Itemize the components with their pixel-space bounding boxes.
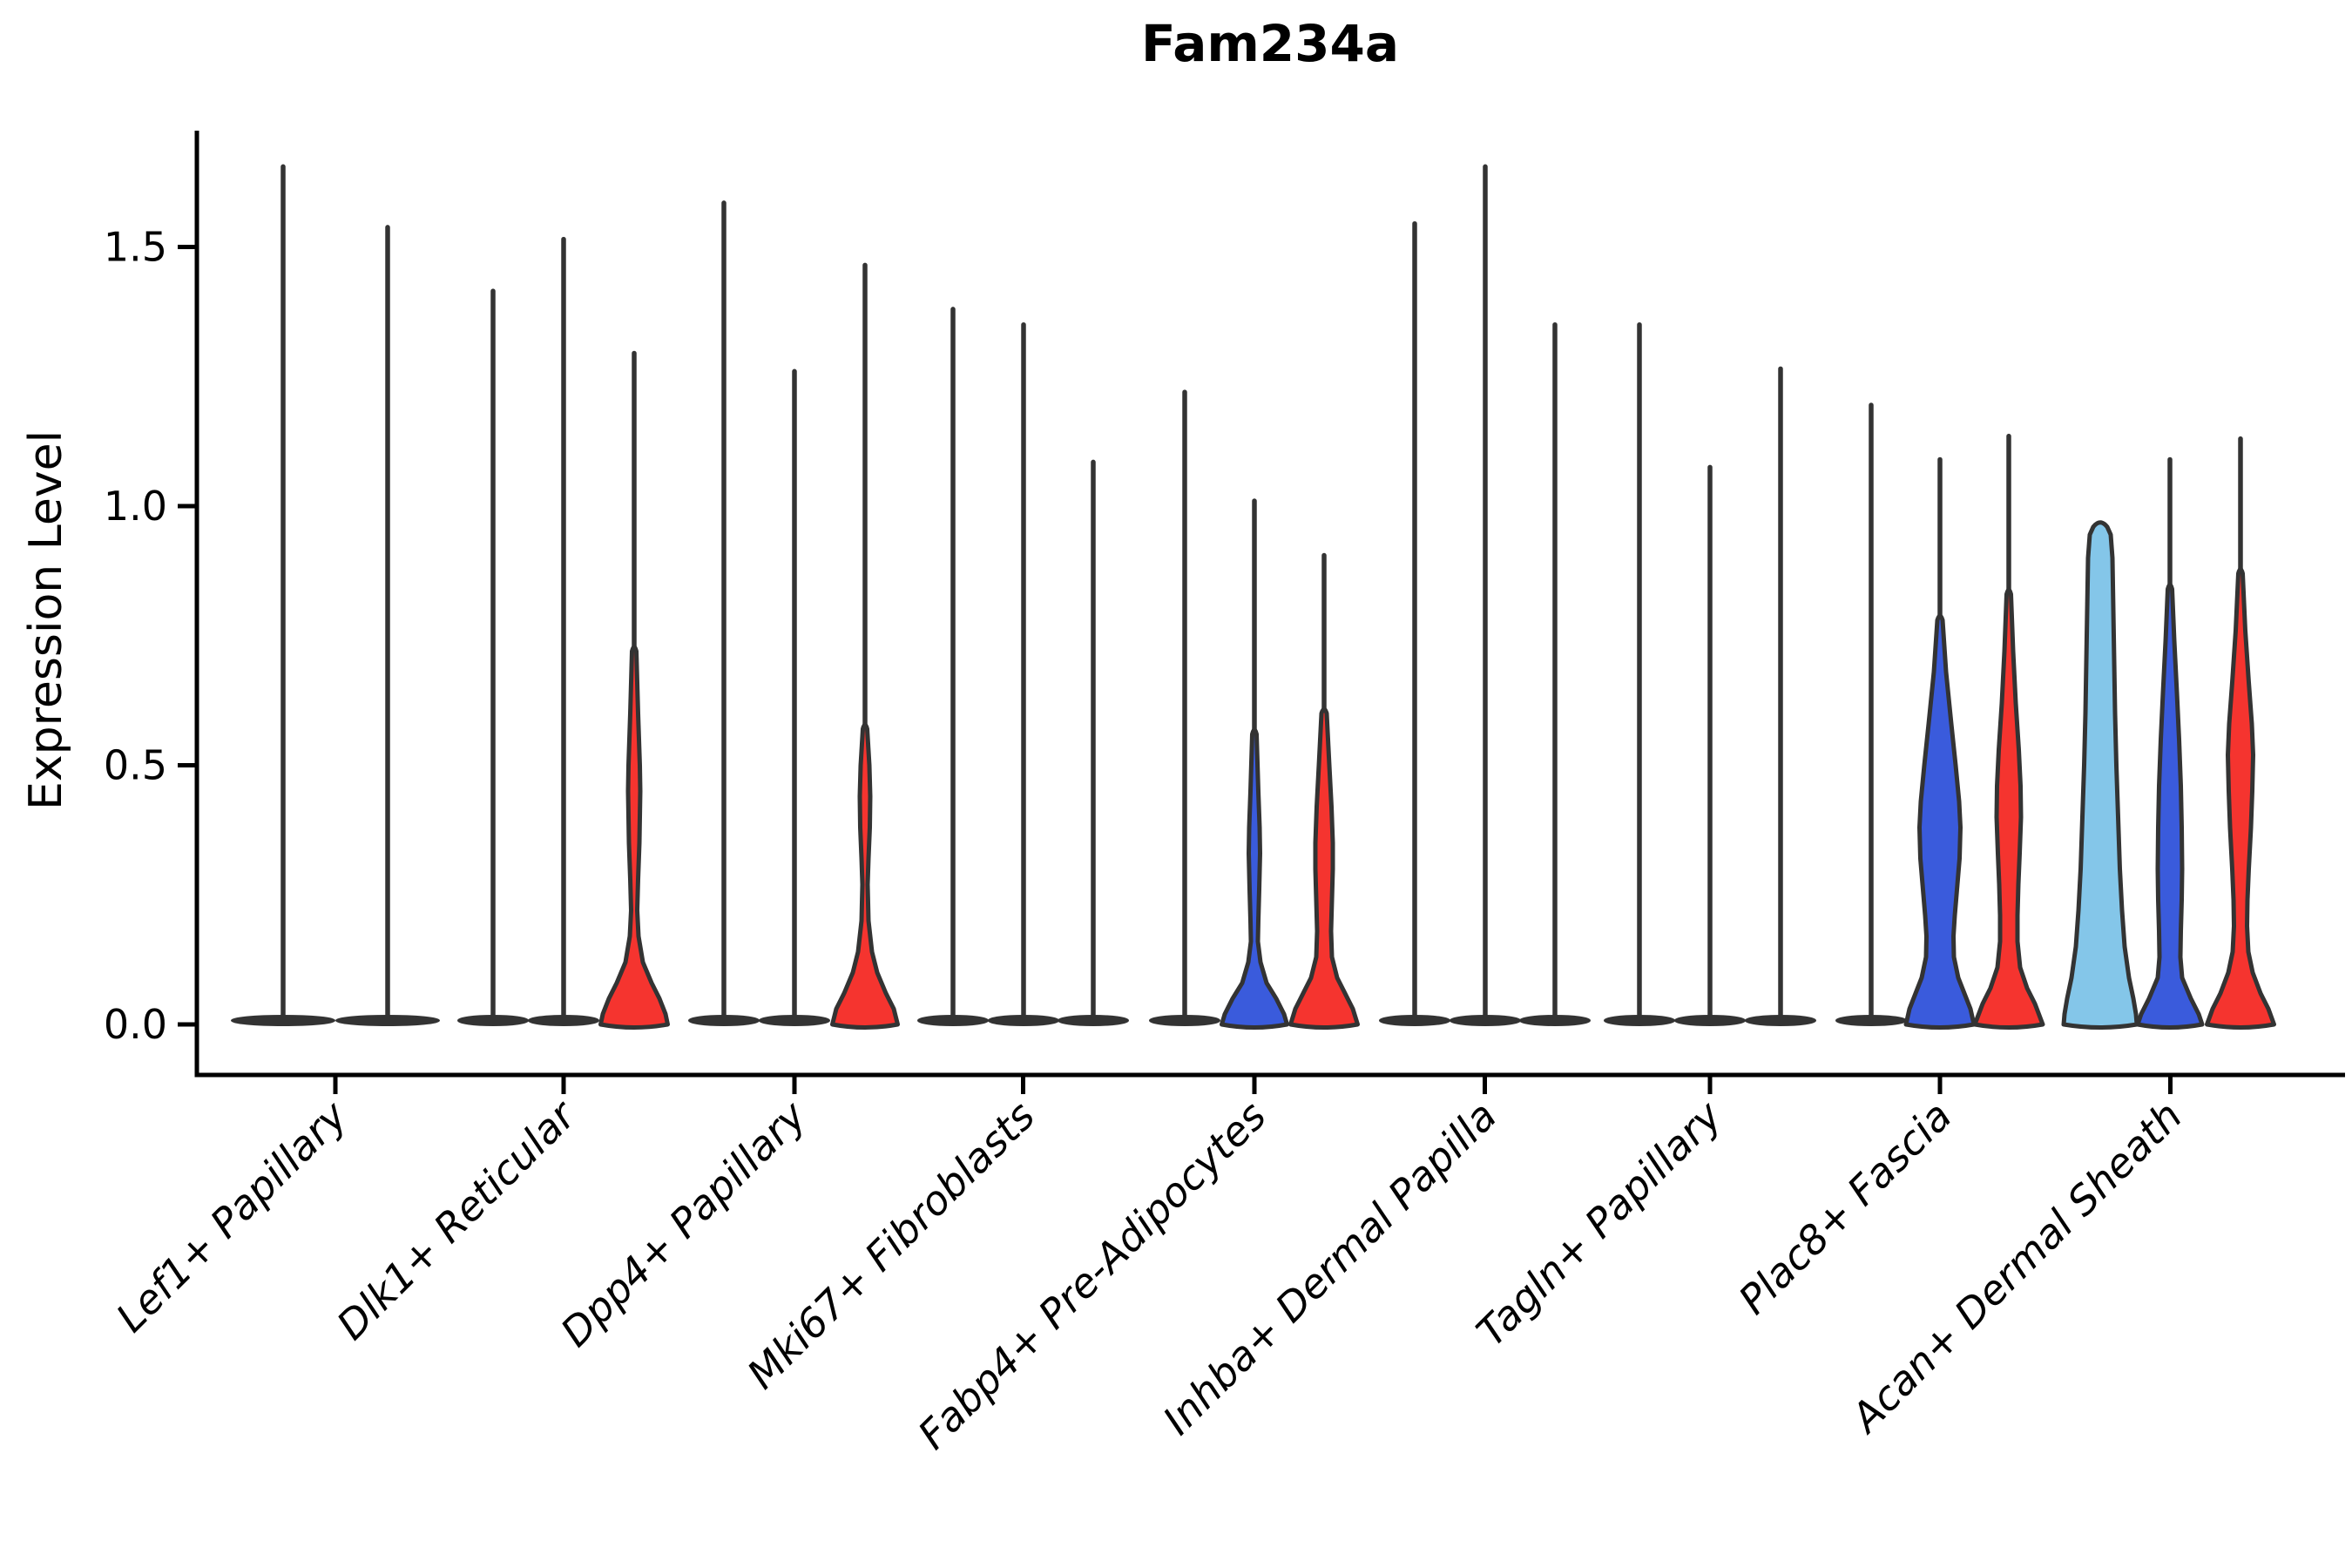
violin-dpp4-papillary-s1-base	[688, 1015, 760, 1026]
violin-fabp4-pre-adipocytes-s2	[1220, 727, 1289, 1030]
violin-dlk1-reticular-s3	[598, 645, 670, 1030]
violin-plac8-fascia-s1-base	[1835, 1015, 1907, 1026]
violin-lef1-papillary-s2-base	[335, 1015, 440, 1026]
violin-tagln-papillary-s2-base	[1674, 1015, 1746, 1026]
y-axis-label: Expression Level	[20, 429, 72, 811]
violin-plac8-fascia-s3	[1972, 587, 2045, 1030]
violin-inhba-dermal-papilla-s3-base	[1519, 1015, 1591, 1026]
violin-lef1-papillary-s1-base	[231, 1015, 335, 1026]
violin-dlk1-reticular-s2-base	[528, 1015, 599, 1026]
violin-mki67-fibroblasts-s2-base	[988, 1015, 1059, 1026]
x-tick-label: Plac8+ Fascia	[1729, 1092, 1960, 1323]
violin-fabp4-pre-adipocytes-s3	[1288, 706, 1360, 1030]
violin-fabp4-pre-adipocytes-s1-base	[1149, 1015, 1220, 1026]
y-tick-label: 1.5	[104, 224, 167, 271]
violin-mki67-fibroblasts-s1-base	[917, 1015, 989, 1026]
violin-tagln-papillary-s1-base	[1604, 1015, 1675, 1026]
violin-tagln-papillary-s3-base	[1745, 1015, 1816, 1026]
y-tick-label: 0.0	[104, 1001, 167, 1048]
violin-acan-dermal-sheath-s1	[2061, 520, 2139, 1030]
violin-inhba-dermal-papilla-s1-base	[1379, 1015, 1450, 1026]
violin-acan-dermal-sheath-s2	[2135, 582, 2205, 1030]
violin-dlk1-reticular-s1-base	[457, 1015, 529, 1026]
y-tick-label: 1.0	[104, 483, 167, 530]
violin-dpp4-papillary-s2-base	[759, 1015, 830, 1026]
x-tick-label: Dlk1+ Reticular	[328, 1090, 586, 1348]
y-tick-label: 0.5	[104, 742, 167, 789]
violin-dpp4-papillary-s3	[830, 722, 900, 1030]
chart-title: Fam234a	[1140, 14, 1399, 73]
x-tick-label: Lef1+ Papillary	[107, 1092, 356, 1341]
x-tick-label: Tagln+ Papillary	[1467, 1092, 1731, 1355]
x-tick-label: Dpp4+ Papillary	[551, 1092, 815, 1355]
violin-inhba-dermal-papilla-s2-base	[1450, 1015, 1521, 1026]
violin-acan-dermal-sheath-s3	[2205, 566, 2276, 1030]
violin-mki67-fibroblasts-s3-base	[1058, 1015, 1129, 1026]
violin-plac8-fascia-s2	[1903, 613, 1977, 1030]
